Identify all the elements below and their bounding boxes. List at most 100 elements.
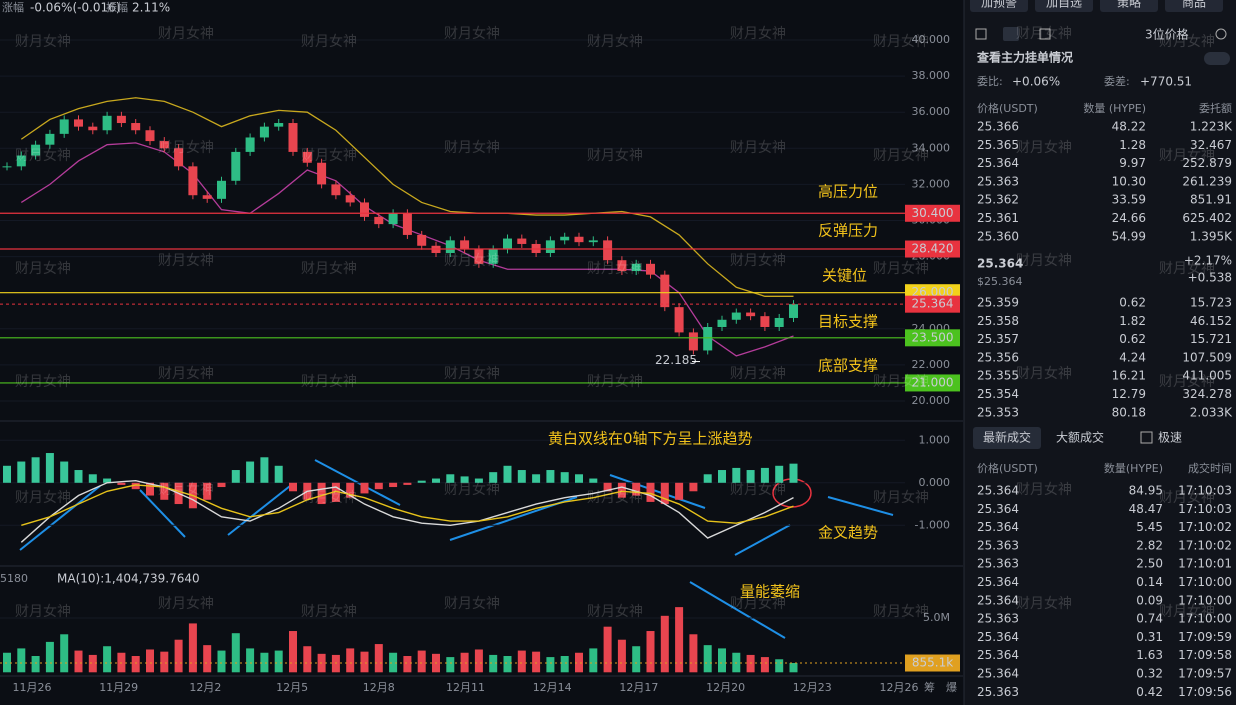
candle-body [102,115,112,131]
trade-cell: 25.364 [977,630,1019,644]
candle-body [488,249,498,264]
watermark: 财月女神 [587,33,643,50]
trade-header: 数量(HYPE) [1104,462,1163,475]
trade-cell: 25.364 [977,502,1019,516]
volume-bar [417,650,426,673]
book-header: 数量 (HYPE) [1083,102,1146,115]
book-cell: 25.354 [977,387,1019,401]
macd-bar [718,470,726,483]
volume-bar [160,651,169,673]
book-header: 价格(USDT) [977,101,1038,115]
volume-bar [446,657,455,673]
watermark: 财月女神 [730,252,786,269]
watermark: 财月女神 [587,260,643,277]
change-value: -0.06%(-0.016) [30,1,121,15]
watermark: 财月女神 [15,603,71,620]
book-cell: 411.005 [1182,369,1232,383]
trade-cell: 25.364 [977,575,1019,589]
tab[interactable]: 最新成交 [983,430,1031,445]
volume-bar [460,652,469,673]
candle-body [503,238,512,250]
amp-label: 振幅 [106,0,128,14]
button[interactable] [1035,0,1093,12]
watermark: 财月女神 [15,489,71,506]
button-label[interactable]: 加自选 [1046,0,1082,10]
macd-bar [331,482,340,502]
level-annotation: 目标支撑 [818,313,878,331]
candle-body [617,260,627,272]
volume-bar [360,651,369,673]
macd-bar [432,478,440,483]
macd-line [21,484,794,526]
watermark: 财月女神 [15,373,71,390]
y-tick-label: 36.000 [912,105,951,118]
macd-bar [546,470,555,483]
trade-cell: 0.32 [1136,667,1163,681]
volume-bar [88,654,97,673]
watermark: 财月女神 [730,595,786,612]
y-tick-label: 0.000 [919,476,951,489]
candle-body [646,263,655,275]
watermark: 财月女神 [730,365,786,382]
candle-body [774,317,784,327]
checkbox[interactable] [1140,431,1153,444]
tab-active[interactable] [973,427,1041,449]
level-tag [905,240,960,258]
volume-bar [3,652,11,673]
macd-bar [60,461,69,483]
watermark: 财月女神 [587,147,643,164]
precision-select[interactable]: 3位价格 [1145,27,1189,42]
settings-icon[interactable] [1215,28,1227,40]
level-tag [905,329,960,347]
tab[interactable]: 大额成交 [1056,430,1104,445]
y-tick-label: 1.000 [919,433,951,446]
trade-cell: 25.364 [977,484,1019,498]
amp-value: 2.11% [132,1,170,15]
watermark: 财月女神 [1159,33,1215,50]
macd-bar [746,470,755,483]
trade-cell: 25.363 [977,685,1019,699]
x-tick-label: 12月14 [533,681,572,694]
x-tick-label: 12月23 [793,681,832,694]
volume-bar [217,650,226,673]
macd-bar [146,482,154,496]
candle-body [274,123,284,127]
watermark: 财月女神 [873,489,929,506]
toggle[interactable] [1204,52,1230,65]
volume-bar [617,639,626,673]
book-cell: 25.366 [977,120,1019,134]
volume-bar [346,648,355,673]
tab[interactable]: 极速 [1158,431,1182,445]
button[interactable] [1165,0,1223,12]
toolbar-icon[interactable] [975,28,987,40]
volume-bar [503,656,512,673]
volume-bar [517,650,526,673]
button[interactable] [970,0,1028,12]
volume-bar [274,650,283,673]
y-tick-label: 32.000 [912,177,951,190]
book-link[interactable]: 查看主力挂单情况 [976,50,1073,65]
arrow [227,485,291,536]
watermark: 财月女神 [301,260,357,277]
button-label[interactable]: 加预警 [981,0,1017,10]
y-tick-label: 5.0M [923,611,950,624]
y-tick-label: 40.000 [912,33,951,46]
macd-bar [503,465,512,483]
book-cell: 25.356 [977,350,1019,364]
button[interactable] [1100,0,1158,12]
book-cell: 46.152 [1190,314,1232,328]
volume-bar [289,631,297,673]
candle-body [731,312,741,320]
trade-cell: 48.47 [1129,502,1163,516]
current-price-tag [905,295,960,313]
macd-bar [260,457,269,483]
button-label[interactable]: 商品 [1182,0,1206,10]
macd-bar [689,482,698,492]
button-label[interactable]: 策略 [1117,0,1141,10]
toolbar-icon[interactable] [1003,27,1019,41]
toolbar-icon[interactable] [1039,28,1051,40]
volume-bar [103,646,112,673]
watermark: 财月女神 [444,139,500,156]
axis-corner: 爆 [946,680,957,694]
watermark: 财月女神 [730,25,786,42]
